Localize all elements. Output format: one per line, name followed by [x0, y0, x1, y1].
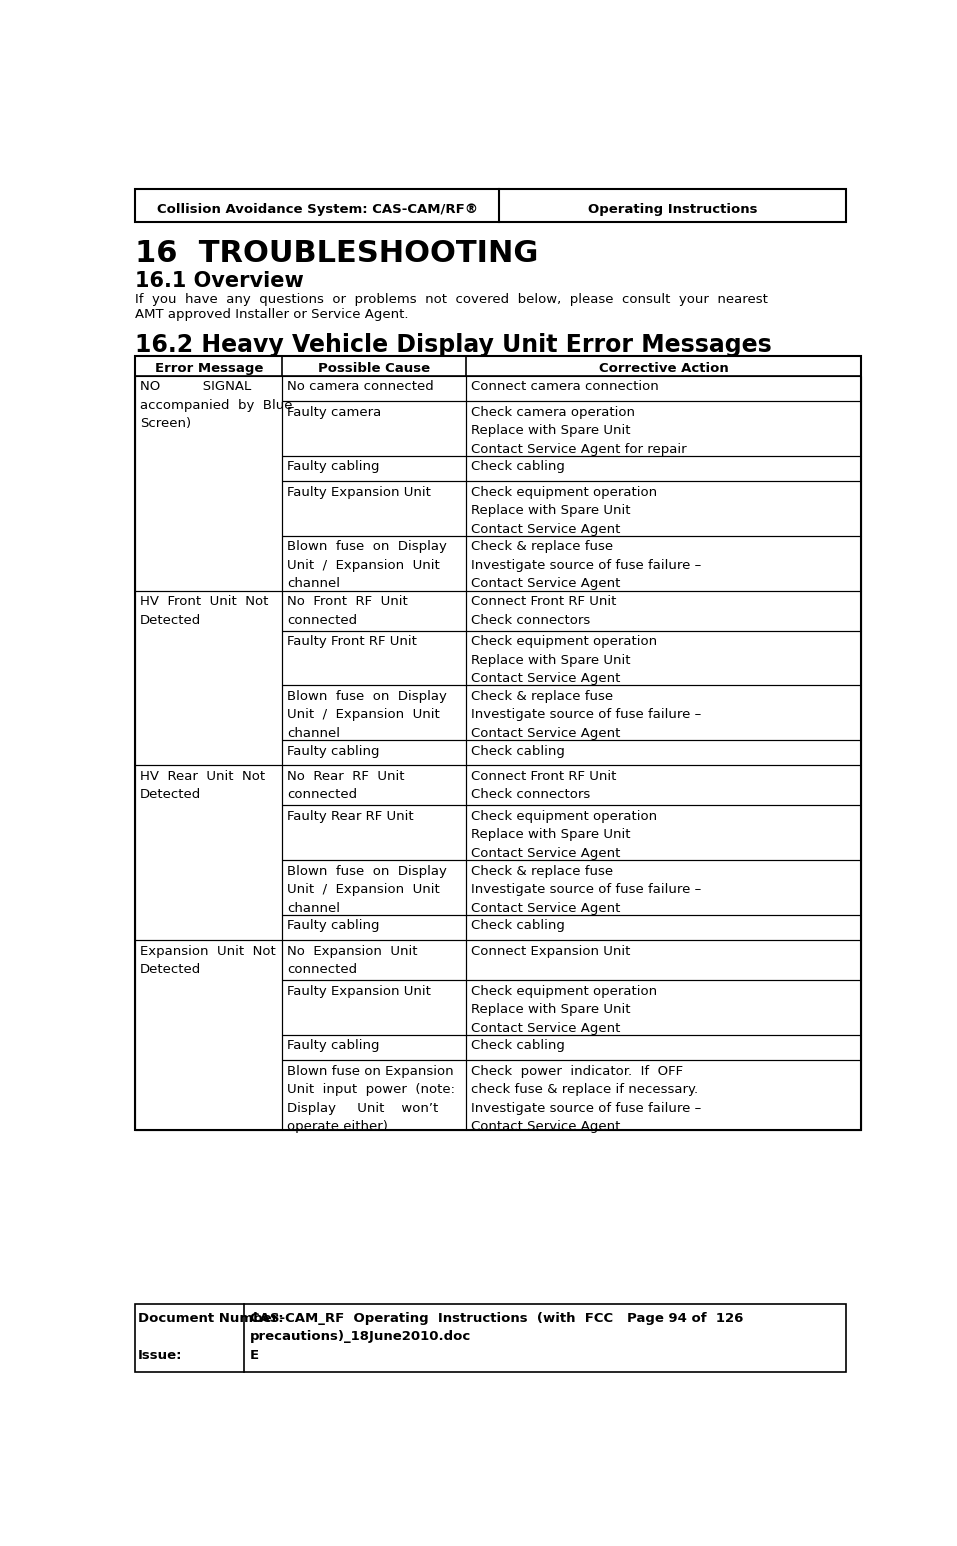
Text: Check equipment operation
Replace with Spare Unit
Contact Service Agent: Check equipment operation Replace with S… [471, 810, 657, 860]
Text: 16  TROUBLESHOOTING: 16 TROUBLESHOOTING [135, 238, 539, 267]
Bar [466, 915, 861, 940]
Text: Corrective Action: Corrective Action [599, 362, 728, 376]
Text: Blown  fuse  on  Display
Unit  /  Expansion  Unit
channel: Blown fuse on Display Unit / Expansion U… [287, 541, 447, 591]
Text: Check & replace fuse
Investigate source of fuse failure –
Contact Service Agent: Check & replace fuse Investigate source … [471, 864, 701, 915]
Text: Check & replace fuse
Investigate source of fuse failure –
Contact Service Agent: Check & replace fuse Investigate source … [471, 690, 701, 741]
Text: Faulty cabling: Faulty cabling [287, 745, 380, 758]
Bar [282, 685, 466, 741]
Text: Faulty Rear RF Unit: Faulty Rear RF Unit [287, 810, 413, 822]
Text: E: E [250, 1350, 259, 1362]
Text: Faulty cabling: Faulty cabling [287, 461, 380, 473]
Bar [466, 1061, 861, 1130]
Bar [282, 400, 466, 456]
Text: Check equipment operation
Replace with Spare Unit
Contact Service Agent: Check equipment operation Replace with S… [471, 985, 657, 1034]
Bar [466, 376, 861, 400]
Text: Check camera operation
Replace with Spare Unit
Contact Service Agent for repair: Check camera operation Replace with Spar… [471, 405, 686, 456]
Bar [466, 456, 861, 481]
Bar [282, 536, 466, 591]
Text: Issue:: Issue: [138, 1350, 183, 1362]
Text: 16.2 Heavy Vehicle Display Unit Error Messages: 16.2 Heavy Vehicle Display Unit Error Me… [135, 332, 772, 357]
Bar [466, 1034, 861, 1061]
Bar [135, 765, 282, 940]
Text: Error Message: Error Message [155, 362, 263, 376]
Bar [282, 1061, 466, 1130]
Text: HV  Rear  Unit  Not
Detected: HV Rear Unit Not Detected [140, 770, 265, 801]
Bar [282, 481, 466, 536]
Bar [282, 741, 466, 765]
Text: Connect camera connection: Connect camera connection [471, 380, 658, 393]
Text: CAS-CAM_RF  Operating  Instructions  (with  FCC   Page 94 of  126
precautions)_1: CAS-CAM_RF Operating Instructions (with … [250, 1313, 744, 1343]
Bar [466, 741, 861, 765]
Bar [466, 860, 861, 915]
Bar [135, 940, 282, 1130]
Bar [282, 1034, 466, 1061]
Text: Connect Front RF Unit
Check connectors: Connect Front RF Unit Check connectors [471, 595, 616, 626]
Text: Check & replace fuse
Investigate source of fuse failure –
Contact Service Agent: Check & replace fuse Investigate source … [471, 541, 701, 591]
Bar [135, 376, 282, 591]
Bar [282, 376, 466, 400]
Text: No camera connected: No camera connected [287, 380, 434, 393]
Text: Blown  fuse  on  Display
Unit  /  Expansion  Unit
channel: Blown fuse on Display Unit / Expansion U… [287, 690, 447, 741]
Bar [282, 456, 466, 481]
Text: Check equipment operation
Replace with Spare Unit
Contact Service Agent: Check equipment operation Replace with S… [471, 635, 657, 685]
Text: HV  Front  Unit  Not
Detected: HV Front Unit Not Detected [140, 595, 268, 626]
Text: No  Expansion  Unit
connected: No Expansion Unit connected [287, 945, 417, 976]
Text: Faulty cabling: Faulty cabling [287, 1039, 380, 1053]
Bar [466, 805, 861, 860]
Text: Blown  fuse  on  Display
Unit  /  Expansion  Unit
channel: Blown fuse on Display Unit / Expansion U… [287, 864, 447, 915]
Bar [466, 400, 861, 456]
Text: Check cabling: Check cabling [471, 461, 565, 473]
Bar [135, 356, 861, 1130]
Text: Faulty cabling: Faulty cabling [287, 920, 380, 932]
Bar [466, 765, 861, 805]
Text: No  Rear  RF  Unit
connected: No Rear RF Unit connected [287, 770, 405, 801]
Bar [282, 940, 466, 980]
Text: Blown fuse on Expansion
Unit  input  power  (note:
Display     Unit    won’t
ope: Blown fuse on Expansion Unit input power… [287, 1065, 455, 1133]
Bar [282, 805, 466, 860]
Bar [135, 356, 861, 376]
Bar [282, 631, 466, 685]
Bar [282, 915, 466, 940]
Text: Check equipment operation
Replace with Spare Unit
Contact Service Agent: Check equipment operation Replace with S… [471, 485, 657, 536]
Text: Connect Expansion Unit: Connect Expansion Unit [471, 945, 630, 957]
Bar [135, 189, 846, 221]
Bar [466, 536, 861, 591]
Text: Collision Avoidance System: CAS-CAM/RF®: Collision Avoidance System: CAS-CAM/RF® [157, 203, 478, 216]
Text: Faulty Front RF Unit: Faulty Front RF Unit [287, 635, 417, 648]
Text: Faulty Expansion Unit: Faulty Expansion Unit [287, 485, 431, 499]
Bar [466, 980, 861, 1034]
Text: 16.1 Overview: 16.1 Overview [135, 271, 304, 291]
Text: Check cabling: Check cabling [471, 920, 565, 932]
Text: Document Number:: Document Number: [138, 1313, 284, 1325]
Bar [282, 765, 466, 805]
Bar [466, 940, 861, 980]
Bar [135, 591, 282, 765]
Text: If  you  have  any  questions  or  problems  not  covered  below,  please  consu: If you have any questions or problems no… [135, 292, 768, 306]
Bar [466, 685, 861, 741]
Text: Possible Cause: Possible Cause [318, 362, 431, 376]
Bar [466, 631, 861, 685]
Bar [282, 591, 466, 631]
Text: Operating Instructions: Operating Instructions [588, 203, 757, 216]
Text: AMT approved Installer or Service Agent.: AMT approved Installer or Service Agent. [135, 308, 409, 322]
Text: Faulty Expansion Unit: Faulty Expansion Unit [287, 985, 431, 997]
Text: No  Front  RF  Unit
connected: No Front RF Unit connected [287, 595, 408, 626]
Text: NO          SIGNAL
accompanied  by  Blue
Screen): NO SIGNAL accompanied by Blue Screen) [140, 380, 292, 430]
Text: Check cabling: Check cabling [471, 745, 565, 758]
Bar [282, 860, 466, 915]
Text: Check  power  indicator.  If  OFF
check fuse & replace if necessary.
Investigate: Check power indicator. If OFF check fuse… [471, 1065, 701, 1133]
Bar [466, 481, 861, 536]
Bar [466, 591, 861, 631]
Bar [282, 980, 466, 1034]
Text: Check cabling: Check cabling [471, 1039, 565, 1053]
Bar [135, 1305, 846, 1373]
Text: Expansion  Unit  Not
Detected: Expansion Unit Not Detected [140, 945, 276, 976]
Text: Connect Front RF Unit
Check connectors: Connect Front RF Unit Check connectors [471, 770, 616, 801]
Text: Faulty camera: Faulty camera [287, 405, 381, 419]
